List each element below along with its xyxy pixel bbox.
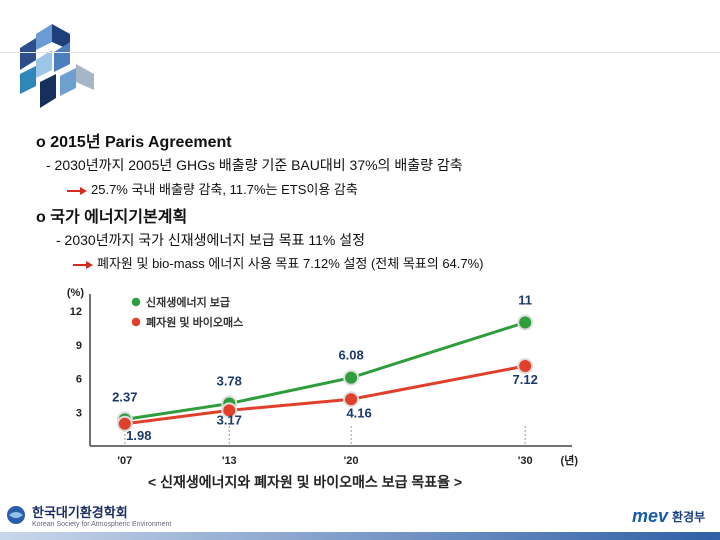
data-label: 3.78 [217, 374, 242, 389]
ministry-name: 환경부 [672, 510, 706, 524]
y-tick-label: 12 [70, 306, 82, 318]
data-point [517, 314, 534, 331]
x-tick-label: '13 [222, 455, 237, 467]
y-tick-label: 9 [76, 340, 82, 352]
header-divider [0, 52, 720, 53]
bullet-energy-plan: o 국가 에너지기본계획 [36, 203, 187, 227]
globe-icon [7, 506, 25, 524]
y-tick-label: 3 [76, 407, 82, 419]
footer-bar [0, 532, 720, 540]
data-label: 1.98 [126, 428, 151, 443]
chart-title: < 신재생에너지와 폐자원 및 바이오매스 보급 목표율 > [148, 474, 463, 490]
data-label: 4.16 [346, 405, 371, 420]
series-line [124, 321, 526, 421]
org-name: 한국대기환경학회 [32, 505, 128, 520]
legend-marker [130, 296, 142, 308]
data-point [517, 358, 534, 375]
data-label: 3.17 [217, 412, 242, 427]
legend-marker [130, 316, 142, 328]
org-logo-left: 한국대기환경학회 Korean Society for Atmospheric … [6, 502, 171, 528]
x-tick-label: '07 [117, 455, 132, 467]
y-tick-label: 6 [76, 374, 82, 386]
data-label: 6.08 [338, 348, 363, 363]
bullet-energy-plan-detail: - 2030년까지 국가 신재생에너지 보급 목표 11% 설정 [56, 232, 365, 248]
bullet-paris-detail: - 2030년까지 2005년 GHGs 배출량 기준 BAU대비 37%의 배… [46, 157, 463, 173]
data-label: 7.12 [513, 372, 538, 387]
bullet-paris-arrow-line: 25.7% 국내 배출량 감축, 11.7%는 ETS이용 감축 [66, 179, 358, 198]
bullet-energy-plan-arrow-line: 폐자원 및 bio-mass 에너지 사용 목표 7.12% 설정 (전체 목표… [72, 253, 484, 272]
x-axis-unit: (년) [561, 453, 579, 467]
legend-label: 폐자원 및 바이오매스 [146, 315, 243, 329]
data-label: 11 [518, 292, 532, 307]
y-axis-unit: (%) [67, 287, 84, 299]
data-point [343, 369, 360, 386]
x-tick-label: '30 [518, 455, 533, 467]
arrow-text: 25.7% 국내 배출량 감축, 11.7%는 ETS이용 감축 [91, 182, 358, 197]
data-point [116, 415, 133, 432]
series-line [124, 364, 526, 426]
corner-logo [14, 20, 104, 125]
data-point [343, 391, 360, 408]
bullet-title: 2015년 Paris Agreement [50, 134, 232, 151]
mev-logo: mev [632, 506, 669, 526]
arrow-text: 폐자원 및 bio-mass 에너지 사용 목표 7.12% 설정 (전체 목표… [97, 256, 484, 271]
cube-logo-icon [20, 24, 94, 108]
bullet-paris: o 2015년 Paris Agreement [36, 128, 232, 152]
data-label: 2.37 [112, 389, 137, 404]
x-tick-label: '20 [344, 455, 359, 467]
bullet-marker: o [36, 209, 46, 226]
red-arrow-icon [73, 260, 93, 269]
bullet-title: 국가 에너지기본계획 [50, 209, 188, 226]
bullet-marker: o [36, 134, 46, 151]
legend-label: 신재생에너지 보급 [146, 295, 230, 309]
ministry-logo: mev 환경부 [632, 506, 705, 527]
data-point [221, 402, 238, 419]
org-name-en: Korean Society for Atmospheric Environme… [32, 521, 172, 528]
red-arrow-icon [67, 186, 87, 195]
